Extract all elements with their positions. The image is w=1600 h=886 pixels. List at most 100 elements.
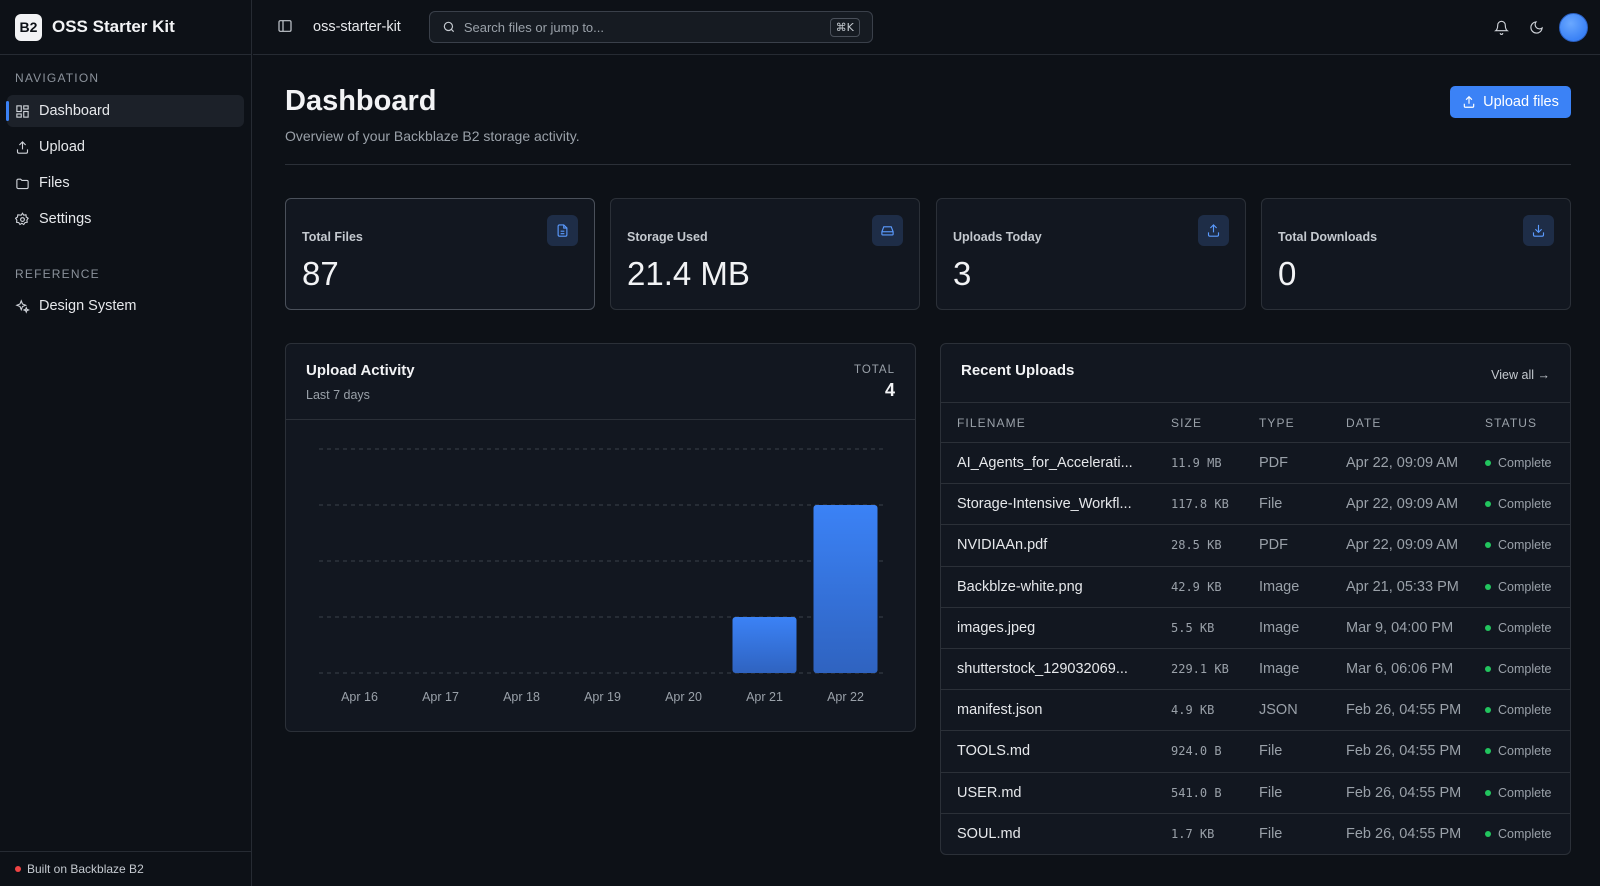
status-dot [1485,666,1491,673]
filename-cell[interactable]: USER.md [957,784,1022,801]
notifications-button[interactable] [1486,12,1516,42]
filename-cell[interactable]: manifest.json [957,702,1043,719]
stat-label: Storage Used [627,230,708,244]
size-cell: 11.9 MB [1171,456,1222,471]
upload-button-label: Upload files [1483,94,1559,110]
filename-cell[interactable]: AI_Agents_for_Accelerati... [957,455,1133,472]
upload-activity-panel: Upload Activity Last 7 days TOTAL 4 Apr … [285,343,916,732]
table-row[interactable]: manifest.json 4.9 KB JSON Feb 26, 04:55 PM C… [941,690,1570,732]
type-cell: Image [1259,578,1300,595]
status-cell: Complete [1485,456,1552,470]
view-all-link[interactable]: View all → [1491,368,1550,382]
avatar[interactable] [1559,12,1588,42]
stat-card-uploads-today: Uploads Today 3 [936,198,1246,310]
upload-icon [1463,95,1475,108]
upload-icon [1207,224,1220,237]
filename-cell[interactable]: images.jpeg [957,619,1036,636]
filename-cell[interactable]: TOOLS.md [957,743,1031,760]
moon-icon [1529,20,1543,34]
topbar-actions [1481,12,1588,42]
chart-subtitle: Last 7 days [306,388,370,402]
x-tick-label: Apr 21 [746,690,783,704]
x-tick-label: Apr 17 [422,690,459,704]
page-subtitle: Overview of your Backblaze B2 storage ac… [285,128,580,144]
sidebar-item-upload[interactable]: Upload [7,131,244,163]
sidebar-item-design-system[interactable]: Design System [7,290,244,322]
table-body: AI_Agents_for_Accelerati... 11.9 MB PDF Apr… [941,443,1570,854]
table-row[interactable]: Backblze-white.png 42.9 KB Image Apr 21, 05… [941,567,1570,608]
sidebar-item-settings[interactable]: Settings [7,203,244,235]
stat-icon-wrap [1198,215,1229,246]
size-cell: 229.1 KB [1171,662,1229,677]
upload-icon [16,140,29,154]
upload-activity-chart: Apr 16 Apr 17 Apr 18 Apr 19 Apr 20 Apr 21 Apr … [319,448,886,704]
table-row[interactable]: images.jpeg 5.5 KB Image Mar 9, 04:00 PM Com… [941,608,1570,649]
status-cell: Complete [1485,786,1552,800]
folder-icon [16,178,29,189]
chart-header: Upload Activity Last 7 days TOTAL 4 [286,344,915,420]
table-row[interactable]: shutterstock_129032069... 229.1 KB Image Ma… [941,649,1570,691]
status-cell: Complete [1485,497,1552,511]
table-title: Recent Uploads [961,362,1075,379]
x-tick-label: Apr 18 [503,690,540,704]
project-name[interactable]: oss-starter-kit [313,19,401,35]
filename-cell[interactable]: SOUL.md [957,826,1021,843]
size-cell: 117.8 KB [1171,497,1229,512]
column-header-size[interactable]: SIZE [1171,415,1203,430]
column-header-status[interactable]: STATUS [1485,415,1538,430]
sparkles-icon [15,298,30,314]
column-header-type[interactable]: TYPE [1259,415,1295,430]
filename-cell[interactable]: Backblze-white.png [957,578,1083,595]
stat-card-total-files: Total Files 87 [285,198,595,310]
sidebar-footer: Built on Backblaze B2 [0,851,252,886]
search-bar[interactable]: ⌘K [428,11,873,43]
file-icon [557,224,568,237]
status-badge: Complete [1498,497,1552,512]
download-icon [1532,224,1545,237]
filename-cell[interactable]: Storage-Intensive_Workfl... [957,496,1132,513]
status-cell: Complete [1485,703,1552,717]
sidebar-item-files[interactable]: Files [7,167,244,199]
table-row[interactable]: TOOLS.md 924.0 B File Feb 26, 04:55 PM Compl… [941,731,1570,773]
size-cell: 924.0 B [1171,744,1222,759]
filename-cell[interactable]: NVIDIAAn.pdf [957,537,1048,554]
table-row[interactable]: USER.md 541.0 B File Feb 26, 04:55 PM Comple… [941,773,1570,814]
type-cell: File [1259,784,1283,801]
filename-cell[interactable]: shutterstock_129032069... [957,661,1128,678]
stat-card-total-downloads: Total Downloads 0 [1261,198,1571,310]
table-row[interactable]: SOUL.md 1.7 KB File Feb 26, 04:55 PM Complet… [941,814,1570,854]
column-header-filename[interactable]: FILENAME [957,415,1026,430]
search-input[interactable] [463,19,830,35]
sidebar-item-label: Dashboard [39,103,110,119]
date-cell: Feb 26, 04:55 PM [1346,784,1462,801]
chart-total-value: 4 [884,380,895,400]
stat-value: 87 [302,255,339,292]
stat-value: 0 [1278,255,1297,292]
type-cell: PDF [1259,537,1288,554]
chart-title: Upload Activity [306,362,415,379]
sidebar-toggle-button[interactable] [277,18,295,36]
date-cell: Apr 22, 09:09 AM [1346,455,1459,472]
table-row[interactable]: NVIDIAAn.pdf 28.5 KB PDF Apr 22, 09:09 AM Co… [941,525,1570,567]
date-cell: Apr 22, 09:09 AM [1346,496,1459,513]
chart-total-label: TOTAL [854,364,895,376]
status-dot [1485,707,1491,714]
type-cell: File [1259,743,1283,760]
chart-bar[interactable] [732,617,797,673]
upload-files-button[interactable]: Upload files [1450,86,1571,118]
table-row[interactable]: AI_Agents_for_Accelerati... 11.9 MB PDF Apr… [941,443,1570,485]
brand[interactable]: B2 OSS Starter Kit [0,0,251,55]
hard-drive-icon [881,226,894,236]
chart-bar[interactable] [813,505,878,673]
sidebar-item-dashboard[interactable]: Dashboard [6,95,244,127]
date-cell: Feb 26, 04:55 PM [1346,743,1462,760]
date-cell: Feb 26, 04:55 PM [1346,826,1462,843]
column-header-date[interactable]: DATE [1346,415,1382,430]
status-badge: Complete [1498,579,1552,594]
status-badge: Complete [1498,662,1552,677]
date-cell: Feb 26, 04:55 PM [1346,702,1462,719]
table-row[interactable]: Storage-Intensive_Workfl... 117.8 KB File A… [941,484,1570,526]
stat-label: Total Downloads [1278,230,1378,244]
theme-toggle-button[interactable] [1521,12,1551,42]
status-badge: Complete [1498,703,1552,718]
